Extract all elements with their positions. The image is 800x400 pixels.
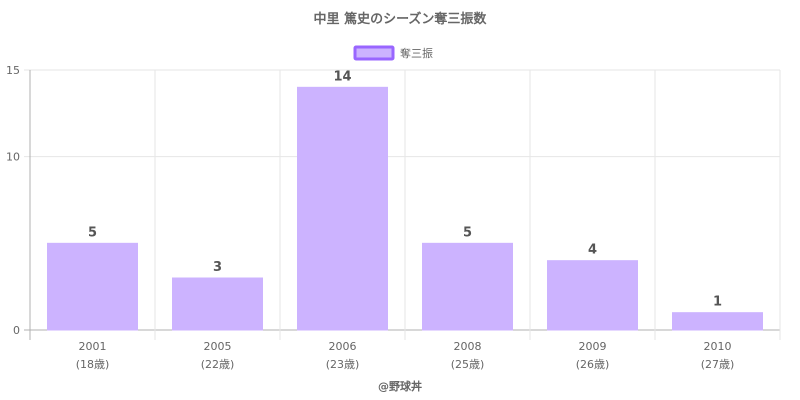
bar-2005	[172, 277, 263, 331]
legend-label: 奪三振	[400, 46, 433, 60]
data-label-2006: 14	[333, 69, 351, 84]
y-axis-ticks: 0 10 15	[6, 64, 20, 337]
data-label-2005: 3	[213, 260, 222, 275]
bar-2008	[422, 242, 513, 331]
bar-2006	[297, 86, 388, 331]
x-tick-label: 2001	[79, 340, 107, 353]
x-tick-sublabel: (22歳)	[201, 358, 235, 371]
bar-2010	[672, 312, 763, 331]
x-tick-sublabel: (23歳)	[326, 358, 360, 371]
x-tick-sublabel: (18歳)	[76, 358, 110, 371]
x-tick-sublabel: (25歳)	[451, 358, 485, 371]
bar-2001	[47, 242, 138, 331]
x-tick-label: 2006	[329, 340, 357, 353]
x-tick-label: 2005	[204, 340, 232, 353]
x-axis-ticks: 2001 (18歳) 2005 (22歳) 2006 (23歳) 2008 (25歳) 2009…	[76, 340, 735, 371]
data-labels: 5 3 14 5 4 1	[88, 69, 722, 309]
x-tick-sublabel: (27歳)	[701, 358, 735, 371]
x-tick-label: 2009	[579, 340, 607, 353]
legend[interactable]: 奪三振	[353, 45, 433, 61]
y-tick-label: 15	[6, 64, 20, 77]
y-tick-label: 0	[13, 324, 20, 337]
x-tick-label: 2008	[454, 340, 482, 353]
x-tick-sublabel: (26歳)	[576, 358, 610, 371]
bar-2009	[547, 260, 638, 331]
data-label-2010: 1	[713, 295, 722, 310]
y-tick-label: 10	[6, 151, 20, 164]
gridlines	[24, 69, 781, 340]
legend-swatch	[353, 45, 395, 61]
data-label-2009: 4	[588, 243, 597, 258]
credit-text: @野球丼	[378, 379, 422, 393]
data-label-2008: 5	[463, 225, 472, 240]
x-tick-label: 2010	[704, 340, 732, 353]
chart-title: 中里 篤史のシーズン奪三振数	[314, 11, 488, 27]
data-label-2001: 5	[88, 225, 97, 240]
bars	[47, 86, 763, 331]
